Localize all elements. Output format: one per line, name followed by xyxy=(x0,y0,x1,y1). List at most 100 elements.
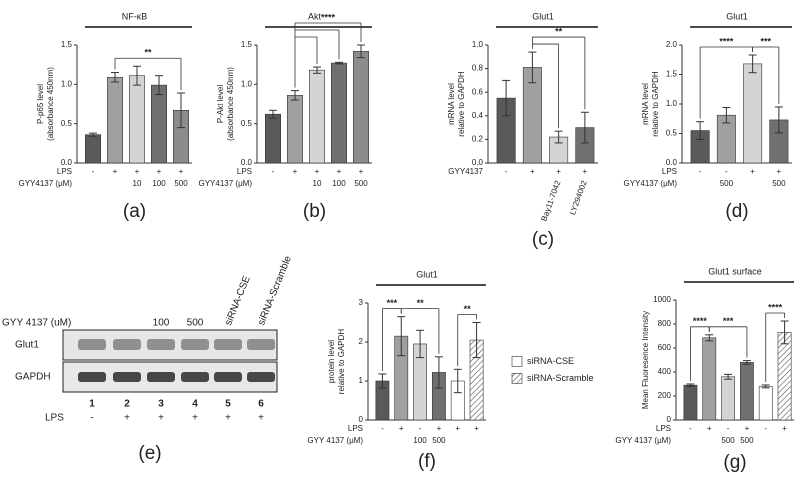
bar xyxy=(683,384,698,421)
chart-title: NF-κB xyxy=(122,11,148,21)
y-tick-label: 1.5 xyxy=(61,40,73,49)
condition-value: + xyxy=(437,424,442,433)
x-tick-label: LY294002 xyxy=(568,179,589,216)
lane-number: 1 xyxy=(89,399,95,410)
y-tick-label: 3 xyxy=(359,298,364,307)
condition-label: GYY4137 (μM) xyxy=(18,179,72,188)
condition-label: LPS xyxy=(662,167,677,176)
sig-label: **** xyxy=(693,316,708,326)
sig-label: ** xyxy=(555,26,563,36)
y-tick-label: 0.5 xyxy=(666,129,678,138)
condition-value: - xyxy=(92,167,95,176)
y-axis-label: P-p65 level xyxy=(36,84,45,124)
sig-label: *** xyxy=(387,298,398,308)
condition-value: - xyxy=(419,424,422,433)
bar xyxy=(777,332,792,421)
sig-label: *** xyxy=(760,36,771,46)
condition-value: 500 xyxy=(721,436,735,445)
blot-band xyxy=(214,372,242,382)
bar xyxy=(330,62,347,164)
y-axis-label: relative to GAPDH xyxy=(457,71,466,137)
condition-label: LPS xyxy=(656,424,671,433)
condition-value: + xyxy=(777,167,782,176)
condition-value: - xyxy=(725,167,728,176)
chart-title: Glut1 xyxy=(416,269,438,279)
lps-value: + xyxy=(124,413,130,424)
condition-value: 100 xyxy=(332,179,346,188)
condition-value: + xyxy=(455,424,460,433)
bar xyxy=(721,376,735,421)
y-tick-label: 1.5 xyxy=(241,40,253,49)
sig-label: **** xyxy=(719,36,734,46)
y-tick-label: 0.6 xyxy=(472,87,484,96)
chart-title: Glut1 surface xyxy=(708,266,762,276)
y-tick-label: 0.2 xyxy=(472,135,484,144)
condition-value: - xyxy=(272,167,275,176)
panel-label: (g) xyxy=(723,452,746,473)
sig-label: ** xyxy=(417,298,425,308)
bar xyxy=(264,113,281,164)
condition-label: GYY 4137 (μM) xyxy=(307,436,363,445)
y-tick-label: 1 xyxy=(359,376,364,385)
panel-label: (d) xyxy=(725,201,748,222)
condition-value: + xyxy=(157,167,162,176)
y-tick-label: 1.5 xyxy=(666,70,678,79)
condition-value: - xyxy=(689,424,692,433)
bar xyxy=(129,75,146,164)
bar xyxy=(85,134,102,164)
condition-value: + xyxy=(556,167,561,176)
y-tick-label: 600 xyxy=(658,343,672,352)
y-tick-label: 400 xyxy=(658,367,672,376)
lps-value: + xyxy=(158,413,164,424)
panel-label: (e) xyxy=(138,443,161,464)
chart-title: Glut1 xyxy=(532,11,554,21)
condition-value: 100 xyxy=(413,436,427,445)
y-tick-label: 1.0 xyxy=(61,79,73,88)
y-axis-label: mRNA level xyxy=(641,83,650,125)
y-tick-label: 1000 xyxy=(653,295,671,304)
blot-treatment-label: GYY 4137 (uM) xyxy=(2,318,71,329)
y-tick-label: 0.0 xyxy=(472,158,484,167)
condition-value: + xyxy=(474,424,479,433)
y-tick-label: 0 xyxy=(359,415,364,424)
sig-label: **** xyxy=(321,12,336,22)
condition-label: GYY4137 xyxy=(448,167,483,176)
y-tick-label: 1.0 xyxy=(472,40,484,49)
y-axis-label: relative to GAPDH xyxy=(651,71,660,137)
blot-band xyxy=(181,372,209,382)
condition-value: + xyxy=(707,424,712,433)
legend-swatch xyxy=(511,373,523,384)
condition-value: + xyxy=(745,424,750,433)
sig-label: ** xyxy=(464,304,472,314)
condition-label: LPS xyxy=(237,167,252,176)
lps-value: + xyxy=(258,413,264,424)
blot-band xyxy=(147,339,175,350)
y-tick-label: 1.0 xyxy=(666,99,678,108)
y-tick-label: 0.0 xyxy=(61,158,73,167)
blot-band xyxy=(113,339,141,350)
lane-number: 2 xyxy=(124,399,130,410)
condition-value: + xyxy=(530,167,535,176)
condition-value: + xyxy=(179,167,184,176)
panel-label: (c) xyxy=(532,229,554,250)
condition-value: 500 xyxy=(354,179,368,188)
y-axis-label: mRNA level xyxy=(447,83,456,125)
condition-value: + xyxy=(782,424,787,433)
lps-label: LPS xyxy=(45,413,64,424)
x-tick-label: Bay11-7042 xyxy=(539,179,562,223)
panel-label: (a) xyxy=(123,201,146,222)
lane-header: siRNA-Scramble xyxy=(256,254,294,327)
bar xyxy=(740,362,754,421)
condition-value: + xyxy=(315,167,320,176)
legend-label: siRNA-Scramble xyxy=(527,373,594,383)
condition-label: GYY4137 (μM) xyxy=(623,179,677,188)
condition-value: 500 xyxy=(174,179,188,188)
y-axis-label: (absorbance 450nm) xyxy=(46,67,55,141)
y-axis-label: (absorbance 450nm) xyxy=(226,67,235,141)
y-tick-label: 1.0 xyxy=(241,79,253,88)
bar xyxy=(758,386,773,421)
bar xyxy=(151,84,168,164)
blot-band xyxy=(78,372,106,382)
y-tick-label: 2 xyxy=(359,337,364,346)
